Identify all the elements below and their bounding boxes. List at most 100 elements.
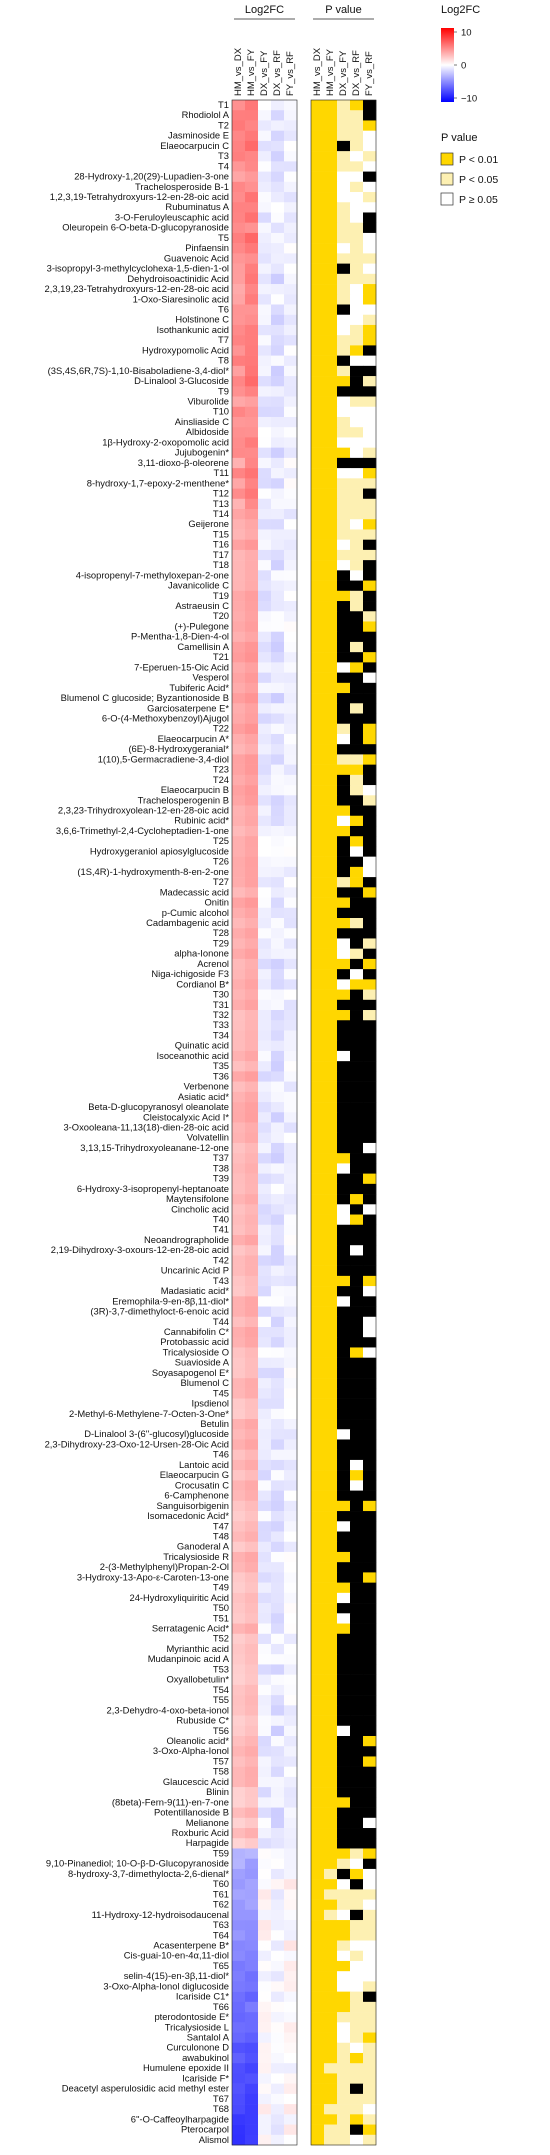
row-label: T44 xyxy=(213,1316,229,1327)
log2fc-cell xyxy=(258,1541,272,1553)
pvalue-cell xyxy=(324,468,338,479)
log2fc-cell xyxy=(245,1153,259,1164)
log2fc-cell xyxy=(271,1746,285,1757)
log2fc-cell xyxy=(271,2052,285,2064)
row-label: T64 xyxy=(213,1929,229,1940)
log2fc-cell xyxy=(271,498,285,510)
log2fc-cell xyxy=(271,1224,285,1236)
pvalue-cell xyxy=(311,1173,325,1185)
row-label: Alismol xyxy=(199,2134,229,2145)
log2fc-cell xyxy=(271,1613,285,1624)
log2fc-cell xyxy=(271,580,285,592)
log2fc-cell xyxy=(245,641,259,653)
log2fc-cell xyxy=(258,723,272,735)
log2fc-cell xyxy=(258,1787,272,1798)
log2fc-cell xyxy=(258,1490,272,1502)
log2fc-cell xyxy=(271,1296,285,1307)
pvalue-cell xyxy=(363,1183,377,1195)
log2fc-cell xyxy=(258,314,272,326)
pvalue-cell xyxy=(350,1337,364,1348)
log2fc-cell xyxy=(284,682,298,694)
log2fc-cell xyxy=(284,703,298,714)
log2fc-cell xyxy=(284,1817,298,1829)
log2fc-cell xyxy=(258,2104,272,2115)
log2fc-cell xyxy=(271,1511,285,1522)
log2fc-cell xyxy=(271,1531,285,1543)
log2fc-cell xyxy=(245,1224,259,1236)
log2fc-cell xyxy=(271,181,285,193)
log2fc-cell xyxy=(232,355,246,367)
log2fc-cell xyxy=(271,1848,285,1859)
row-label: 11-Hydroxy-12-hydroisodaucenal xyxy=(92,1909,229,1920)
pvalue-cell xyxy=(337,1664,351,1675)
pvalue-cell xyxy=(363,1286,377,1297)
log2fc-cell xyxy=(245,2073,259,2084)
pvalue-cell xyxy=(337,1930,351,1941)
log2fc-cell xyxy=(232,1562,246,1573)
log2fc-cell xyxy=(271,1275,285,1287)
log2fc-cell xyxy=(232,989,246,1001)
row-label: T40 xyxy=(213,1214,229,1225)
pvalue-cell xyxy=(363,1950,377,1962)
pvalue-cell xyxy=(363,887,377,898)
log2fc-cell xyxy=(284,969,298,980)
log2fc-cell xyxy=(271,754,285,765)
log2fc-cell xyxy=(245,1398,259,1410)
pvalue-cell xyxy=(311,958,325,970)
pvalue-cell xyxy=(350,979,364,990)
pvalue-cell xyxy=(311,1960,325,1972)
log2fc-cell xyxy=(271,2124,285,2136)
row-label: 3-O-Feruloyleuscaphic acid xyxy=(115,211,229,222)
log2fc-cell xyxy=(284,1684,298,1696)
pvalue-cell xyxy=(350,273,364,285)
pvalue-cell xyxy=(363,202,377,213)
log2fc-cell xyxy=(271,1470,285,1481)
pvalue-cell xyxy=(337,580,351,592)
pvalue-cell xyxy=(363,1551,377,1563)
log2fc-cell xyxy=(284,202,298,213)
pvalue-cell xyxy=(337,774,351,786)
log2fc-cell xyxy=(232,2093,246,2105)
log2fc-cell xyxy=(232,1848,246,1859)
log2fc-cell xyxy=(245,519,259,530)
pvalue-cell xyxy=(337,1183,351,1195)
log2fc-cell xyxy=(271,1398,285,1410)
row-label: Cordianol B* xyxy=(176,978,229,989)
row-label: Garciosaterpene E* xyxy=(147,702,229,713)
pvalue-cell xyxy=(311,1868,325,1880)
pvalue-cell xyxy=(350,2022,364,2033)
pvalue-cell xyxy=(324,621,338,632)
pvalue-cell xyxy=(337,1633,351,1645)
pvalue-cell xyxy=(324,774,338,786)
pvalue-cell xyxy=(337,1419,351,1430)
pvalue-cell xyxy=(324,1960,338,1972)
log2fc-cell xyxy=(245,1132,259,1144)
pvalue-cell xyxy=(363,1388,377,1399)
log2fc-cell xyxy=(271,1643,285,1655)
log2fc-cell xyxy=(232,2012,246,2023)
log2fc-cell xyxy=(232,1408,246,1420)
pvalue-cell xyxy=(350,805,364,817)
pvalue-cell xyxy=(363,703,377,714)
pvalue-cell xyxy=(350,1725,364,1737)
pvalue-cell xyxy=(337,1551,351,1563)
pvalue-cell xyxy=(350,1306,364,1318)
log2fc-cell xyxy=(245,1736,259,1747)
row-label: (+)-Pulegone xyxy=(175,620,229,631)
row-label: T2 xyxy=(218,119,229,130)
log2fc-cell xyxy=(232,877,246,888)
pvalue-cell xyxy=(311,1286,325,1297)
pvalue-cell xyxy=(311,887,325,898)
log2fc-cell xyxy=(258,1173,272,1185)
log2fc-cell xyxy=(271,1020,285,1031)
log2fc-cell xyxy=(258,805,272,817)
pvalue-cell xyxy=(350,1940,364,1952)
log2fc-cell xyxy=(258,1255,272,1266)
log2fc-cell xyxy=(232,1613,246,1624)
pvalue-cell xyxy=(311,1316,325,1328)
log2fc-cell xyxy=(258,1551,272,1563)
pvalue-cell xyxy=(363,1132,377,1144)
pvalue-cell xyxy=(363,2032,377,2044)
log2fc-cell xyxy=(245,1449,259,1461)
